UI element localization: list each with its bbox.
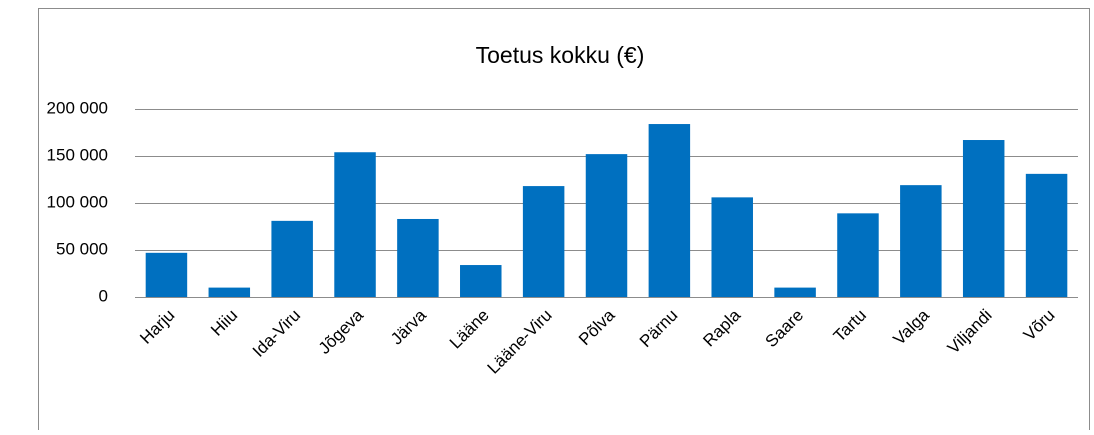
bar xyxy=(271,220,313,297)
x-tick-label: Jõgeva xyxy=(315,305,368,358)
bar xyxy=(460,265,502,297)
bar xyxy=(334,152,376,297)
x-tick-label: Võru xyxy=(1020,306,1059,345)
bar xyxy=(208,287,251,297)
x-tick-label: Järva xyxy=(387,305,430,348)
chart-title: Toetus kokku (€) xyxy=(476,42,645,68)
x-tick-label: Saare xyxy=(762,306,808,352)
x-tick-label: Rapla xyxy=(699,305,744,350)
x-tick-label: Valga xyxy=(890,305,934,349)
bar xyxy=(585,154,628,297)
bar xyxy=(145,252,188,297)
y-tick-label: 0 xyxy=(99,286,108,305)
x-tick-label: Pärnu xyxy=(636,306,682,352)
bar xyxy=(774,287,816,297)
bar xyxy=(837,213,879,297)
y-tick-label: 200 000 xyxy=(47,98,108,117)
x-tick-label: Hiiu xyxy=(207,306,241,340)
x-tick-label: Tartu xyxy=(830,306,870,346)
chart-frame xyxy=(38,8,1090,435)
bar xyxy=(1025,173,1068,297)
x-tick-label: Lääne-Viru xyxy=(484,306,556,378)
x-tick-label: Ida-Viru xyxy=(249,306,304,361)
bar xyxy=(397,218,439,297)
bar xyxy=(900,185,942,297)
y-tick-label: 150 000 xyxy=(47,145,108,164)
bar xyxy=(522,186,565,297)
x-tick-label: Põlva xyxy=(575,305,619,349)
y-tick-label: 50 000 xyxy=(56,239,108,258)
bar xyxy=(962,140,1005,297)
y-tick-label: 100 000 xyxy=(47,192,108,211)
x-tick-label: Viljandi xyxy=(944,306,996,358)
bar xyxy=(648,124,691,297)
x-tick-label: Harju xyxy=(136,306,178,348)
bar xyxy=(711,197,753,297)
x-tick-label: Lääne xyxy=(446,306,493,353)
